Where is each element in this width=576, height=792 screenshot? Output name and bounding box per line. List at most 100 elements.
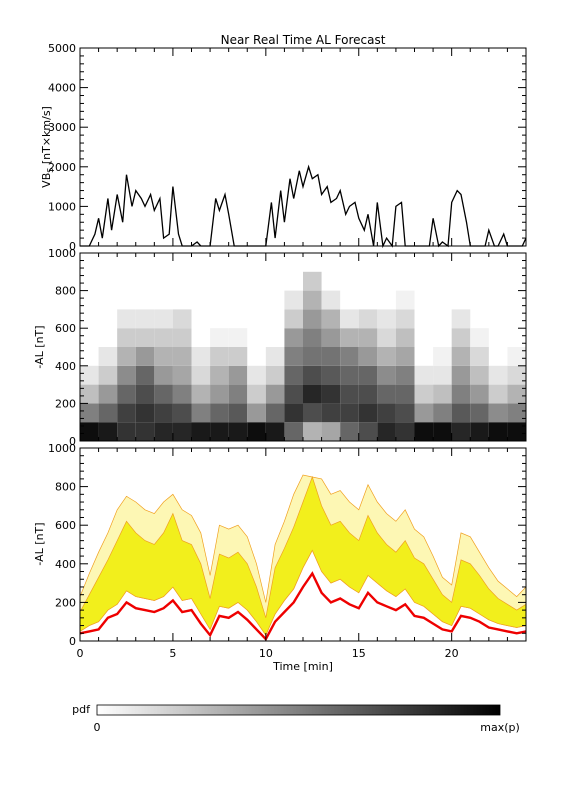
heatmap-cell — [228, 384, 248, 404]
vbs-panel-frame — [79, 47, 527, 247]
heatmap-cell — [154, 422, 173, 441]
heatmap-cell — [340, 328, 359, 347]
heatmap-cell — [340, 403, 359, 423]
heatmap-cell — [395, 328, 415, 347]
heatmap-cell — [488, 422, 508, 441]
heatmap-cell — [284, 290, 303, 310]
heatmap-cell — [414, 422, 434, 441]
heatmap-cell — [358, 403, 378, 423]
heatmap-cell — [247, 384, 266, 404]
heatmap-cell — [210, 365, 229, 385]
heatmap-cell — [117, 403, 136, 423]
heatmap-cell — [303, 309, 322, 329]
heatmap-cell — [154, 384, 173, 404]
heatmap-cell — [228, 403, 248, 423]
heatmap-cell — [228, 422, 248, 441]
heatmap-cell — [135, 328, 155, 347]
heatmap-cell — [451, 309, 471, 329]
x-tick-label: 0 — [77, 647, 84, 660]
heatmap-cell — [284, 384, 303, 404]
heatmap-cell — [488, 403, 508, 423]
heatmap-cell — [303, 347, 322, 366]
heatmap-cell — [321, 365, 341, 385]
heatmap-cell — [358, 328, 378, 347]
heatmap-cell — [340, 384, 359, 404]
heatmap-cell — [98, 365, 118, 385]
heatmap-cell — [321, 309, 341, 329]
heatmap-cell — [433, 347, 452, 366]
heatmap-cell — [303, 403, 322, 423]
heatmap-cell — [80, 422, 99, 441]
heatmap-cell — [414, 403, 434, 423]
heatmap-cell — [377, 347, 396, 366]
heatmap-cell — [358, 384, 378, 404]
heatmap-cell — [321, 347, 341, 366]
heatmap-cell — [172, 365, 192, 385]
heatmap-cell — [395, 365, 415, 385]
heatmap-cell — [135, 384, 155, 404]
heatmap-cell — [358, 309, 378, 329]
colorbar-label: pdf — [72, 703, 91, 716]
heatmap-cell — [191, 422, 211, 441]
band-ticks: 0 200 400 600 800 1000 0 5 10 15 20 — [48, 442, 527, 660]
heatmap-cell — [117, 347, 136, 366]
heatmap-cell — [451, 403, 471, 423]
band-panel: 0 200 400 600 800 1000 0 5 10 15 20 -AL [nT] Time … — [33, 442, 527, 673]
x-tick-label: 15 — [352, 647, 366, 660]
heatmap-cell — [395, 403, 415, 423]
heatmap-cell — [507, 347, 526, 366]
heatmap-cell — [98, 347, 118, 366]
heatmap-cell — [172, 422, 192, 441]
heatmap-cell — [470, 403, 489, 423]
heatmap-cell — [395, 384, 415, 404]
x-axis-label: Time [min] — [272, 660, 333, 673]
heatmap-cell — [488, 384, 508, 404]
heatmap-cell — [284, 365, 303, 385]
y-tick-label: 0 — [69, 635, 76, 648]
heatmap-cell — [303, 384, 322, 404]
y-tick-label: 3000 — [48, 121, 76, 134]
heatmap-cell — [377, 328, 396, 347]
heatmap-cell — [265, 384, 285, 404]
y-tick-label: 4000 — [48, 82, 76, 95]
heatmap-cell — [395, 309, 415, 329]
heatmap-cell — [470, 347, 489, 366]
heatmap-panel: 0 200 400 600 800 1000 -AL [nT] — [33, 247, 527, 448]
heatmap-ticks: 0 200 400 600 800 1000 — [48, 247, 527, 448]
heatmap-cell — [265, 403, 285, 423]
heatmap-cell — [377, 422, 396, 441]
heatmap-cell — [80, 403, 99, 423]
heatmap-cell — [303, 328, 322, 347]
y-tick-label: 1000 — [48, 247, 76, 260]
heatmap-cell — [377, 365, 396, 385]
heatmap-cell — [284, 309, 303, 329]
heatmap-cell — [210, 328, 229, 347]
heatmap-cell — [451, 422, 471, 441]
heatmap-cell — [210, 422, 229, 441]
heatmap-cell — [470, 365, 489, 385]
chart-title: Near Real Time AL Forecast — [221, 33, 386, 47]
heatmap-cell — [303, 271, 322, 291]
y-tick-label: 400 — [55, 360, 76, 373]
heatmap-cell — [247, 422, 266, 441]
vbs-series-line — [80, 164, 527, 249]
heatmap-cell — [172, 403, 192, 423]
heatmap-cell — [340, 347, 359, 366]
heatmap-cell — [117, 309, 136, 329]
heatmap-cell — [172, 309, 192, 329]
heatmap-cell — [228, 347, 248, 366]
y-tick-label: 2000 — [48, 161, 76, 174]
heatmap-cell — [284, 403, 303, 423]
y-tick-label: 600 — [55, 519, 76, 532]
heatmap-cell — [321, 422, 341, 441]
heatmap-cell — [284, 328, 303, 347]
heatmap-cell — [172, 384, 192, 404]
heatmap-cell — [228, 328, 248, 347]
y-tick-label: 200 — [55, 397, 76, 410]
heatmap-cell — [414, 365, 434, 385]
heatmap-cell — [395, 347, 415, 366]
heatmap-cell — [340, 422, 359, 441]
vbs-ticks: 0 1000 2000 3000 4000 5000 — [48, 42, 527, 253]
heatmap-cell — [154, 365, 173, 385]
